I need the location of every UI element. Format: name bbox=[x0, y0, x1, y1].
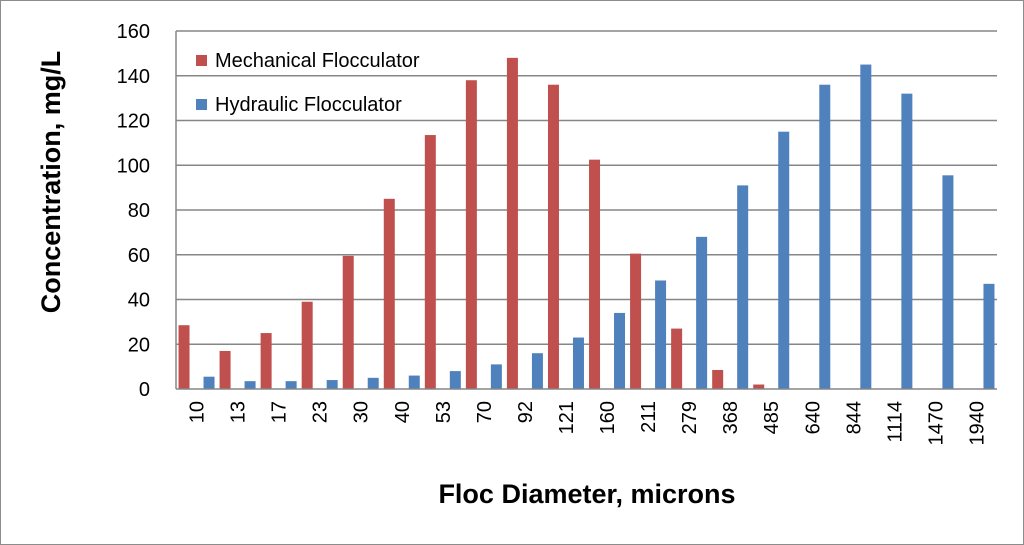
x-tick-label: 211 bbox=[638, 401, 660, 433]
bar-mechanical-485 bbox=[753, 384, 765, 389]
y-tick-label: 40 bbox=[128, 290, 150, 312]
bars bbox=[178, 57, 995, 390]
bar-hydraulic-13 bbox=[244, 381, 256, 389]
x-tick-label: 1470 bbox=[925, 401, 947, 446]
bar-hydraulic-1940 bbox=[983, 283, 995, 389]
x-tick-label: 844 bbox=[843, 401, 865, 434]
bar-hydraulic-485 bbox=[778, 131, 790, 389]
x-tick-label: 121 bbox=[556, 401, 578, 434]
bar-hydraulic-368 bbox=[737, 185, 749, 389]
bar-hydraulic-53 bbox=[449, 371, 461, 389]
bar-mechanical-368 bbox=[712, 369, 724, 389]
y-tick-labels: 0 20 40 60 80 100 120 140 160 bbox=[117, 21, 150, 401]
bar-hydraulic-640 bbox=[819, 84, 831, 389]
bar-mechanical-23 bbox=[301, 301, 313, 389]
bar-hydraulic-160 bbox=[614, 312, 626, 389]
y-tick-label: 160 bbox=[117, 21, 150, 43]
gridlines bbox=[176, 30, 997, 345]
bar-hydraulic-279 bbox=[696, 236, 708, 389]
legend-swatch-hydraulic bbox=[196, 99, 207, 110]
bar-hydraulic-844 bbox=[860, 64, 872, 389]
bar-hydraulic-40 bbox=[408, 375, 420, 389]
bar-mechanical-17 bbox=[260, 333, 272, 389]
y-tick-label: 60 bbox=[128, 245, 150, 267]
x-tick-label: 368 bbox=[720, 401, 742, 434]
bar-mechanical-10 bbox=[178, 325, 190, 389]
x-tick-label: 10 bbox=[187, 401, 209, 423]
x-tick-label: 30 bbox=[351, 401, 373, 423]
x-tick-label: 70 bbox=[474, 401, 496, 423]
bar-hydraulic-1470 bbox=[942, 175, 954, 389]
x-tick-label: 279 bbox=[679, 401, 701, 434]
x-tick-label: 40 bbox=[392, 401, 414, 423]
x-tick-label: 640 bbox=[802, 401, 824, 434]
x-tick-label: 1114 bbox=[884, 401, 906, 443]
bar-hydraulic-92 bbox=[531, 353, 543, 389]
legend: Mechanical Flocculator Hydraulic Floccul… bbox=[196, 50, 420, 116]
bar-mechanical-92 bbox=[506, 57, 518, 389]
axes bbox=[175, 31, 997, 390]
x-tick-label: 160 bbox=[597, 401, 619, 434]
bar-hydraulic-30 bbox=[367, 377, 379, 389]
x-tick-label: 92 bbox=[515, 401, 537, 423]
y-tick-label: 0 bbox=[139, 379, 150, 401]
y-tick-label: 100 bbox=[117, 155, 150, 177]
bar-mechanical-279 bbox=[671, 328, 683, 389]
x-tick-label: 485 bbox=[761, 401, 783, 434]
x-tick-label: 1940 bbox=[966, 401, 988, 446]
x-axis-title: Floc Diameter, microns bbox=[438, 479, 735, 509]
bar-hydraulic-70 bbox=[490, 364, 502, 389]
bar-mechanical-121 bbox=[547, 84, 559, 389]
x-tick-label: 53 bbox=[433, 401, 455, 423]
x-tick-label: 13 bbox=[228, 401, 250, 423]
y-tick-label: 140 bbox=[117, 66, 150, 88]
bar-hydraulic-10 bbox=[203, 376, 215, 389]
bar-mechanical-70 bbox=[465, 80, 477, 389]
y-tick-label: 20 bbox=[128, 334, 150, 356]
bar-hydraulic-17 bbox=[285, 381, 297, 389]
legend-swatch-mechanical bbox=[196, 55, 207, 66]
bar-mechanical-160 bbox=[589, 159, 601, 389]
y-tick-label: 80 bbox=[128, 200, 150, 222]
bar-mechanical-30 bbox=[342, 255, 354, 389]
legend-label-mechanical: Mechanical Flocculator bbox=[215, 50, 420, 72]
bar-hydraulic-121 bbox=[572, 337, 584, 389]
y-axis-title: Concentration, mg/L bbox=[36, 51, 66, 314]
x-tick-label: 23 bbox=[310, 401, 332, 423]
x-tick-label: 17 bbox=[269, 401, 291, 423]
bar-mechanical-53 bbox=[424, 135, 436, 389]
legend-label-hydraulic: Hydraulic Flocculator bbox=[215, 94, 402, 116]
bar-hydraulic-1114 bbox=[901, 93, 913, 390]
y-tick-label: 120 bbox=[117, 111, 150, 133]
bar-mechanical-211 bbox=[630, 253, 642, 389]
bar-hydraulic-211 bbox=[655, 280, 667, 389]
bar-hydraulic-23 bbox=[326, 380, 338, 389]
bar-mechanical-40 bbox=[383, 198, 395, 389]
bar-mechanical-13 bbox=[219, 350, 231, 389]
x-tick-labels: 10 13 17 23 30 40 53 70 92 121 160 211 279 368 485 640 8… bbox=[187, 401, 989, 446]
